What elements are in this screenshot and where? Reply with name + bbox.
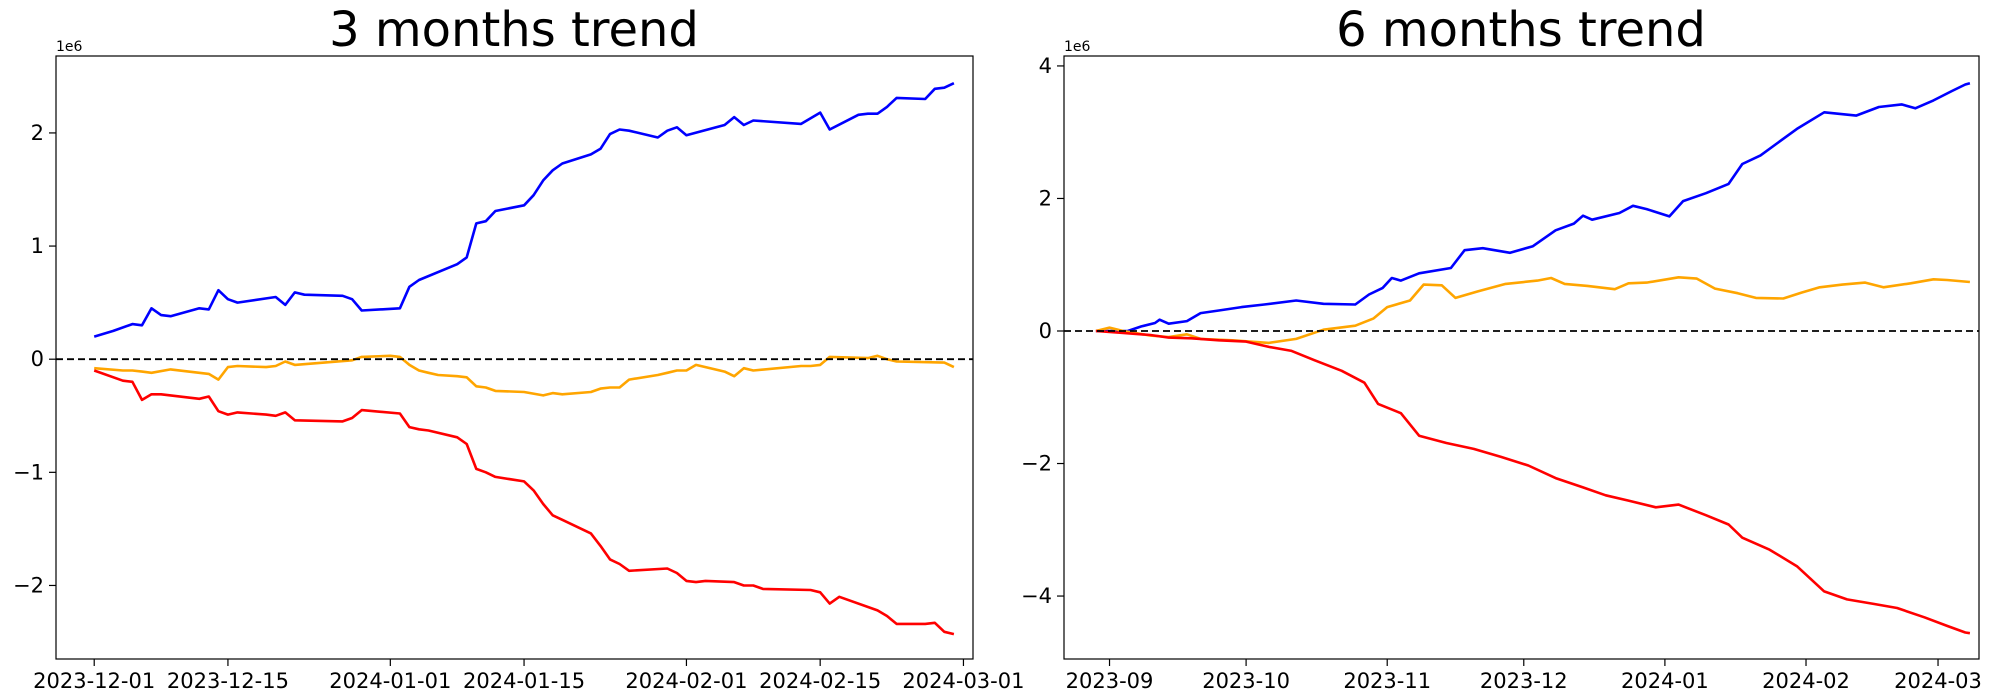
y-tick-label: −4 <box>1021 584 1052 608</box>
x-tick-label: 2024-01-01 <box>329 669 451 693</box>
y-tick-label: 0 <box>31 347 44 371</box>
y-tick-label: −2 <box>1021 452 1052 476</box>
y-scale-label: 1e6 <box>1064 39 1091 55</box>
y-scale-label: 1e6 <box>56 39 83 55</box>
chart-title: 3 months trend <box>329 2 699 58</box>
panel-3-months: 3 months trend 1e6 2023-12-01 2023-12-15 2… <box>13 2 1024 693</box>
x-tick-label: 2024-03 <box>1894 669 1982 693</box>
series-line-3 <box>93 369 955 636</box>
x-tick-label: 2023-12-01 <box>33 669 155 693</box>
plot-frame <box>1063 55 1980 660</box>
x-tick-label: 2023-09 <box>1066 669 1154 693</box>
x-tick-label: 2024-03-01 <box>902 669 1024 693</box>
series-line-1 <box>93 82 955 338</box>
y-tick-label: 2 <box>31 121 44 145</box>
y-tick-label: −1 <box>13 460 44 484</box>
x-tick-label: 2024-01 <box>1621 669 1709 693</box>
panel-6-months: 6 months trend 1e6 2023-09 2023-10 2023-11… <box>1021 2 1982 693</box>
plot-frame <box>55 55 974 660</box>
x-tick-label: 2023-11 <box>1343 669 1431 693</box>
y-tick-label: 2 <box>1039 186 1052 210</box>
y-tick-label: 4 <box>1039 54 1052 78</box>
y-tick-label: 0 <box>1039 319 1052 343</box>
series-line-2 <box>94 354 955 397</box>
x-tick-label: 2024-02 <box>1762 669 1850 693</box>
x-tick-label: 2024-02-01 <box>625 669 747 693</box>
x-tick-label: 2023-12 <box>1480 669 1568 693</box>
series-line-1 <box>1095 81 1971 333</box>
chart-title: 6 months trend <box>1336 2 1706 58</box>
y-tick-label: 1 <box>31 234 44 258</box>
x-tick-label: 2024-01-15 <box>463 669 585 693</box>
x-tick-label: 2023-10 <box>1202 669 1290 693</box>
x-tick-label: 2024-02-15 <box>759 669 881 693</box>
series-line-3 <box>1095 329 1971 635</box>
x-tick-label: 2023-12-15 <box>167 669 289 693</box>
y-tick-label: −2 <box>13 573 44 597</box>
